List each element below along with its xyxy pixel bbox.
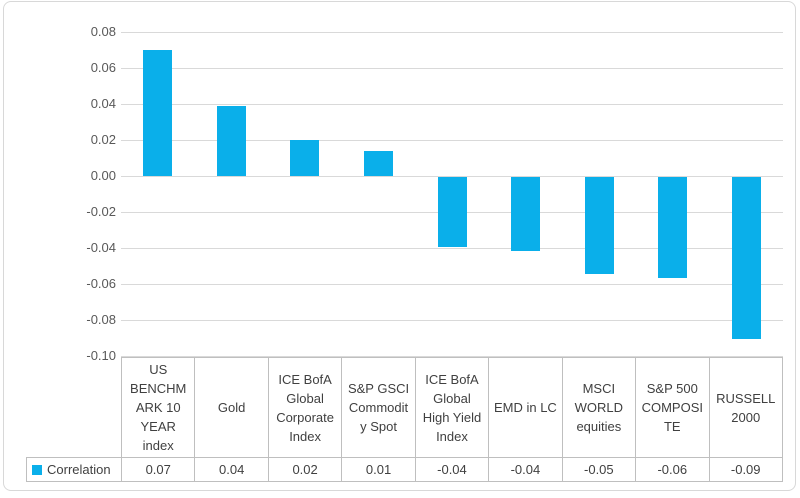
correlation-series-swatch-icon bbox=[32, 464, 42, 475]
bar-s-p-500-composite bbox=[658, 177, 687, 278]
y-axis-tick-label: 0.08 bbox=[90, 24, 116, 39]
y-axis-tick-label: 0.02 bbox=[90, 132, 116, 147]
y-axis-tick-label: 0.06 bbox=[90, 60, 116, 75]
gridline bbox=[121, 104, 783, 105]
bar-emd-in-lc bbox=[511, 177, 540, 251]
category-header-cell: MSCI WORLD equities bbox=[561, 358, 635, 457]
category-header-cell: ICE BofA Global High Yield Index bbox=[414, 358, 488, 457]
gridline bbox=[121, 248, 783, 249]
correlation-value-cell: 0.02 bbox=[267, 458, 341, 481]
y-axis-tick-label: -0.08 bbox=[86, 312, 116, 327]
gridline bbox=[121, 32, 783, 33]
bar-ice-bofa-global-corporate-index bbox=[290, 140, 319, 176]
category-header-cell: S&P 500 COMPOSITE bbox=[635, 358, 708, 457]
gridline bbox=[121, 284, 783, 285]
gridline bbox=[121, 68, 783, 69]
category-header-cell: S&P GSCI Commodity Spot bbox=[341, 358, 414, 457]
plot-area: 0.08 0.06 0.04 0.02 0.00 -0.02 -0.04 -0.06 -0.08… bbox=[4, 2, 795, 490]
correlation-value-cell: -0.05 bbox=[561, 458, 635, 481]
category-header-cell: ICE BofA Global Corporate Index bbox=[267, 358, 341, 457]
bar-s-p-gsci-commodity-spot bbox=[364, 151, 393, 176]
y-axis-tick-label: -0.06 bbox=[86, 276, 116, 291]
correlation-value-cell: -0.09 bbox=[708, 458, 782, 481]
legend-cell: Correlation bbox=[27, 458, 122, 481]
gridline bbox=[121, 140, 783, 141]
category-header-cell: RUSSELL 2000 bbox=[708, 358, 782, 457]
y-axis-tick-label: 0.00 bbox=[90, 168, 116, 183]
correlation-value-cell: -0.04 bbox=[414, 458, 488, 481]
correlation-value-cell: 0.07 bbox=[145, 462, 171, 477]
y-axis-tick-label: -0.04 bbox=[86, 240, 116, 255]
correlation-value-cell: -0.04 bbox=[488, 458, 561, 481]
bar-ice-bofa-global-high-yield-index bbox=[438, 177, 467, 247]
bar-msci-world-equities bbox=[585, 177, 614, 274]
table-value-row: Correlation 0.07 0.04 0.02 0.01 -0.04 -0.04 -0… bbox=[26, 457, 783, 482]
correlation-value-cell: 0.01 bbox=[341, 458, 414, 481]
category-header-cell: EMD in LC bbox=[488, 358, 561, 457]
category-header-cell: US BENCHMARK 10 YEAR index bbox=[130, 362, 187, 453]
y-axis-tick-label: -0.02 bbox=[86, 204, 116, 219]
y-axis-tick-label: 0.04 bbox=[90, 96, 116, 111]
bar-russell-2000 bbox=[732, 177, 761, 339]
gridline bbox=[121, 176, 783, 177]
correlation-value-cell: -0.06 bbox=[635, 458, 708, 481]
bar-us-benchmark-10-year-index bbox=[143, 50, 172, 176]
correlation-value-cell: 0.04 bbox=[194, 458, 267, 481]
table-header-row: US BENCHMARK 10 YEAR index Gold ICE BofA G… bbox=[121, 357, 783, 457]
bar-gold bbox=[217, 106, 246, 176]
gridline bbox=[121, 320, 783, 321]
legend-label: Correlation bbox=[47, 462, 111, 477]
y-axis-tick-label: -0.10 bbox=[86, 348, 116, 363]
gridline bbox=[121, 356, 783, 357]
category-header-cell: Gold bbox=[194, 358, 267, 457]
chart-frame: 0.08 0.06 0.04 0.02 0.00 -0.02 -0.04 -0.06 -0.08… bbox=[3, 1, 796, 491]
